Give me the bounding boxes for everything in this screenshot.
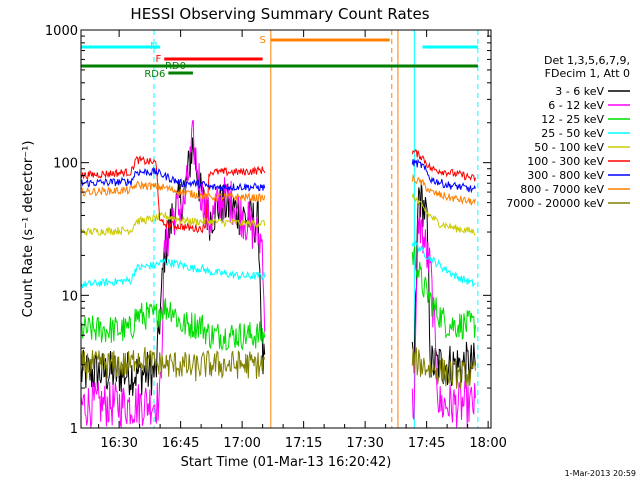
state-label-n: N (150, 41, 157, 52)
legend-label-5: 100 - 300 keV (527, 155, 604, 168)
x-tick-label-2: 17:00 (223, 436, 260, 451)
x-tick-label-1: 16:45 (162, 436, 199, 451)
legend-header-1: FDecim 1, Att 0 (545, 67, 630, 80)
legend-label-1: 6 - 12 keV (548, 99, 604, 112)
series-line-3 (80, 240, 476, 289)
legend-label-8: 7000 - 20000 keV (506, 197, 604, 210)
legend-label-0: 3 - 6 keV (555, 85, 604, 98)
x-tick-label-0: 16:30 (100, 436, 137, 451)
axes: 16:30 16:45 17:00 17:15 17:30 17:45 18:00 1 10 10… (45, 24, 507, 451)
state-label-s: S (259, 35, 265, 46)
x-tick-label-4: 17:30 (346, 436, 383, 451)
state-label-f: F (155, 54, 161, 65)
state-label-rd6: RD6 (144, 69, 165, 80)
series-lines (80, 119, 476, 429)
y-tick-label-0: 1 (70, 422, 78, 437)
footer-timestamp: 1-Mar-2013 20:59 (565, 469, 636, 478)
x-tick-label-6: 18:00 (469, 436, 506, 451)
series-line-8 (80, 346, 476, 389)
legend-label-4: 50 - 100 keV (534, 141, 604, 154)
series-line-2 (80, 246, 476, 352)
series-line-6 (80, 158, 476, 194)
x-tick-label-5: 17:45 (408, 436, 445, 451)
state-label-rd0: RD0 (165, 61, 186, 72)
series-line-7 (80, 173, 476, 206)
x-axis-label: Start Time (01-Mar-13 16:20:42) (181, 455, 392, 470)
legend-header-0: Det 1,3,5,6,7,9, (544, 54, 630, 67)
chart-title: HESSI Observing Summary Count Rates (130, 5, 429, 23)
series-line-4 (80, 193, 476, 236)
x-tick-label-3: 17:15 (285, 436, 322, 451)
legend-label-3: 25 - 50 keV (541, 127, 604, 140)
series-line-5 (80, 148, 476, 234)
y-tick-label-1: 10 (61, 289, 78, 304)
legend: Det 1,3,5,6,7,9,FDecim 1, Att 0 3 - 6 keV… (506, 54, 630, 210)
legend-label-7: 800 - 7000 keV (520, 183, 604, 196)
y-tick-label-2: 100 (53, 157, 78, 172)
legend-label-2: 12 - 25 keV (541, 113, 604, 126)
plot-frame (80, 29, 492, 429)
y-axis-label: Count Rate (s⁻¹ detector⁻¹) (21, 141, 36, 318)
legend-label-6: 300 - 800 keV (527, 169, 604, 182)
y-tick-label-3: 1000 (45, 24, 78, 39)
